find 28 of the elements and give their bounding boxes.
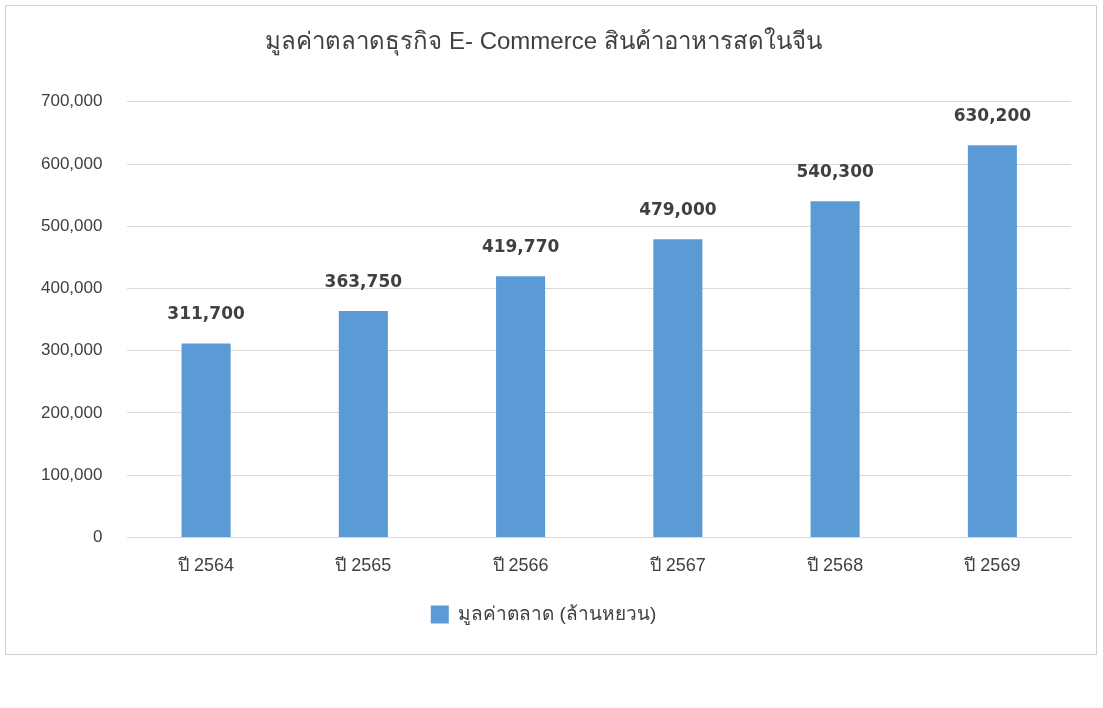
x-tick-label: ปี 2566 xyxy=(492,555,549,576)
data-label: 479,000 xyxy=(639,199,717,220)
data-label: 419,770 xyxy=(481,236,560,257)
bar xyxy=(810,201,860,537)
bar xyxy=(653,239,703,537)
y-tick-label: 100,000 xyxy=(41,464,103,484)
y-tick-label: 300,000 xyxy=(41,340,103,360)
data-label: 630,200 xyxy=(953,105,1032,126)
y-tick-label: 600,000 xyxy=(41,153,103,173)
bar xyxy=(181,343,231,537)
x-tick-label: ปี 2565 xyxy=(335,555,392,576)
legend-label: มูลค่าตลาด (ล้านหยวน) xyxy=(458,602,657,625)
data-label: 311,700 xyxy=(167,303,245,324)
bar xyxy=(496,276,546,537)
y-tick-label: 400,000 xyxy=(41,278,103,298)
data-label: 540,300 xyxy=(796,161,874,182)
y-tick-label: 700,000 xyxy=(41,91,103,111)
x-tick-label: ปี 2564 xyxy=(178,555,235,576)
x-tick-label: ปี 2567 xyxy=(649,555,706,576)
bar xyxy=(338,311,388,537)
y-tick-label: 500,000 xyxy=(41,215,103,235)
y-tick-label: 0 xyxy=(92,527,103,547)
x-tick-label: ปี 2569 xyxy=(964,555,1021,576)
data-label: 363,750 xyxy=(324,270,403,291)
y-tick-label: 200,000 xyxy=(41,402,103,422)
chart-title: มูลค่าตลาดธุรกิจ E- Commerce สินค้าอาหารสดในจีน xyxy=(265,27,822,57)
x-tick-label: ปี 2568 xyxy=(807,555,864,576)
bar xyxy=(967,145,1017,537)
